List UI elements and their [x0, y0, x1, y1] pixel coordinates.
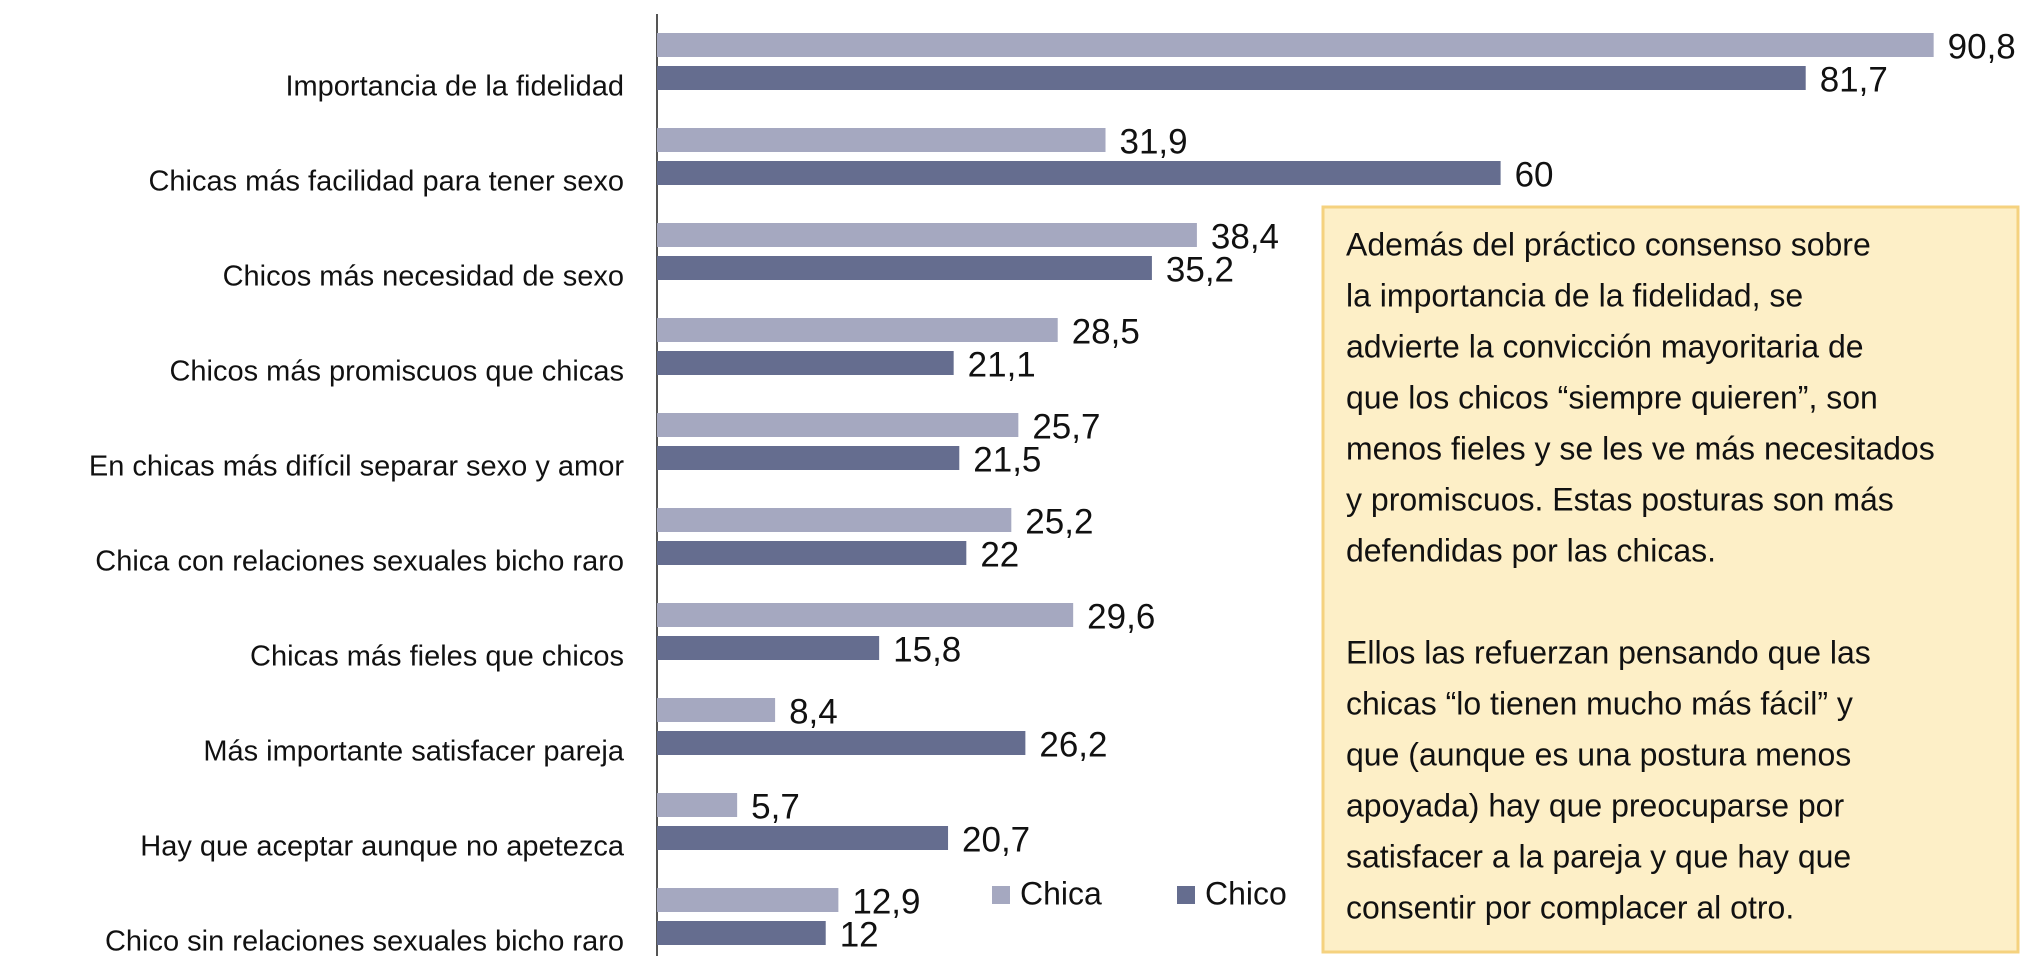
value-label: 21,5	[973, 440, 1041, 479]
bar	[657, 508, 1012, 532]
annotation-text: la importancia de la fidelidad, se	[1346, 277, 1803, 313]
annotation-text: satisfacer a la pareja y que hay que	[1346, 838, 1851, 874]
annotation-text: Además del práctico consenso sobre	[1346, 226, 1871, 262]
category-label: Chicos más promiscuos que chicas	[169, 356, 624, 388]
bar	[657, 888, 839, 912]
bar	[657, 351, 954, 375]
value-label: 81,7	[1820, 60, 1888, 99]
value-label: 38,4	[1211, 217, 1279, 256]
bar	[657, 318, 1058, 342]
annotation-text: y promiscuos. Estas posturas son más	[1346, 481, 1894, 517]
category-label: Chicos más necesidad de sexo	[223, 261, 624, 293]
bar	[657, 446, 960, 470]
bar	[657, 413, 1019, 437]
value-label: 21,1	[968, 345, 1036, 384]
legend-label: Chico	[1205, 875, 1287, 911]
value-label: 28,5	[1072, 312, 1140, 351]
bar	[657, 603, 1074, 627]
bar	[657, 636, 880, 660]
bar	[657, 793, 738, 817]
category-label: Importancia de la fidelidad	[285, 71, 624, 103]
bar	[657, 731, 1026, 755]
legend-label: Chica	[1020, 875, 1102, 911]
value-label: 29,6	[1087, 597, 1155, 636]
category-label: Más importante satisfacer pareja	[203, 736, 625, 768]
category-label: Hay que aceptar aunque no apetezca	[140, 831, 625, 863]
category-label: En chicas más difícil separar sexo y amo…	[89, 451, 624, 483]
value-label: 12,9	[852, 882, 920, 921]
value-label: 8,4	[789, 692, 838, 731]
bar	[657, 256, 1152, 280]
value-label: 35,2	[1166, 250, 1234, 289]
annotation-text: menos fieles y se les ve más necesitados	[1346, 430, 1935, 466]
value-label: 31,9	[1120, 122, 1188, 161]
annotation-text: advierte la convicción mayoritaria de	[1346, 328, 1864, 364]
category-label: Chicas más facilidad para tener sexo	[148, 166, 624, 198]
bar	[657, 161, 1501, 185]
annotation-text: consentir por complacer al otro.	[1346, 889, 1794, 925]
legend-swatch	[1177, 886, 1195, 904]
value-label: 25,2	[1025, 502, 1093, 541]
bar	[657, 128, 1106, 152]
annotation-text: apoyada) hay que preocuparse por	[1346, 787, 1844, 823]
value-label: 25,7	[1032, 407, 1100, 446]
category-label: Chica con relaciones sexuales bicho raro	[95, 546, 624, 578]
bar	[657, 698, 776, 722]
bar	[657, 826, 949, 850]
legend-swatch	[992, 886, 1010, 904]
value-label: 22	[980, 535, 1019, 574]
bar	[657, 33, 1934, 57]
category-label: Chicas más fieles que chicos	[250, 641, 624, 673]
value-label: 90,8	[1948, 27, 2016, 66]
value-label: 20,7	[962, 820, 1030, 859]
bar	[657, 223, 1197, 247]
bar	[657, 541, 967, 565]
value-label: 5,7	[751, 787, 800, 826]
annotation-text: chicas “lo tienen mucho más fácil” y	[1346, 685, 1853, 721]
value-label: 60	[1515, 155, 1554, 194]
value-label: 12	[840, 915, 879, 954]
category-label: Chico sin relaciones sexuales bicho raro	[105, 926, 624, 956]
annotation-text: que (aunque es una postura menos	[1346, 736, 1851, 772]
bar	[657, 921, 826, 945]
annotation-text: defendidas por las chicas.	[1346, 532, 1716, 568]
value-label: 26,2	[1039, 725, 1107, 764]
annotation-box	[1321, 205, 2020, 954]
value-label: 15,8	[893, 630, 961, 669]
bar	[657, 66, 1806, 90]
annotation-text: que los chicos “siempre quieren”, son	[1346, 379, 1878, 415]
annotation-text: Ellos las refuerzan pensando que las	[1346, 634, 1871, 670]
